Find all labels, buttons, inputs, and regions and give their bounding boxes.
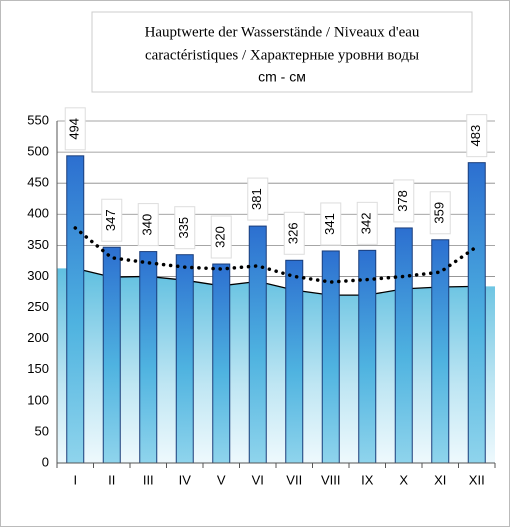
value-label-box	[283, 211, 305, 255]
bar	[66, 155, 85, 464]
value-label: 335	[176, 217, 191, 239]
bar	[139, 251, 158, 464]
bar	[212, 263, 231, 464]
value-label: 342	[359, 212, 374, 234]
value-label-box	[320, 202, 342, 246]
x-tick-label: VI	[252, 472, 264, 487]
y-tick-label: 550	[27, 112, 49, 127]
y-tick-label: 200	[27, 330, 49, 345]
chart-title: cm - см	[258, 69, 306, 85]
bar	[431, 239, 450, 464]
value-label: 341	[322, 213, 337, 235]
value-label-box	[247, 177, 269, 221]
bar	[175, 254, 194, 464]
bar	[248, 225, 267, 464]
x-tick-label: VII	[286, 472, 302, 487]
value-label-box	[137, 203, 159, 247]
x-tick-label: I	[73, 472, 77, 487]
value-label-box	[64, 107, 86, 151]
x-tick-label: V	[217, 472, 226, 487]
y-tick-label: 350	[27, 237, 49, 252]
chart-title: Hauptwerte der Wasserstände / Niveaux d'…	[145, 24, 420, 40]
value-label: 483	[468, 125, 483, 147]
value-label-box	[174, 206, 196, 250]
y-tick-label: 50	[35, 423, 49, 438]
value-label: 378	[395, 190, 410, 212]
y-tick-label: 100	[27, 392, 49, 407]
value-label: 359	[432, 202, 447, 224]
y-tick-label: 250	[27, 299, 49, 314]
x-tick-label: II	[108, 472, 115, 487]
value-label-box	[210, 215, 232, 259]
y-tick-label: 450	[27, 175, 49, 190]
y-tick-label: 500	[27, 144, 49, 159]
y-tick-label: 400	[27, 206, 49, 221]
water-area	[57, 268, 495, 463]
value-label: 320	[213, 226, 228, 248]
x-tick-label: VIII	[321, 472, 341, 487]
value-label: 347	[103, 209, 118, 231]
x-tick-label: IX	[361, 472, 374, 487]
value-label-box	[466, 114, 488, 158]
value-label: 381	[249, 188, 264, 210]
x-tick-label: X	[399, 472, 408, 487]
x-tick-label: XI	[434, 472, 446, 487]
x-tick-label: III	[143, 472, 154, 487]
value-label: 340	[140, 214, 155, 236]
value-label: 326	[286, 222, 301, 244]
value-label-box	[393, 179, 415, 223]
value-label-box	[356, 201, 378, 245]
bar	[102, 246, 121, 464]
value-label: 494	[67, 118, 82, 140]
x-tick-label: IV	[179, 472, 192, 487]
y-tick-label: 150	[27, 361, 49, 376]
bar	[467, 162, 486, 464]
value-label-box	[101, 198, 123, 242]
trend-line	[73, 226, 479, 284]
title-box	[91, 11, 473, 93]
bar	[285, 259, 304, 464]
value-label-box	[429, 191, 451, 235]
y-tick-label: 300	[27, 268, 49, 283]
x-tick-label: XII	[469, 472, 485, 487]
chart-title: caractéristiques / Характерные уровни во…	[145, 47, 419, 63]
bar	[358, 249, 377, 464]
y-tick-label: 0	[42, 454, 49, 469]
bar	[394, 227, 413, 464]
